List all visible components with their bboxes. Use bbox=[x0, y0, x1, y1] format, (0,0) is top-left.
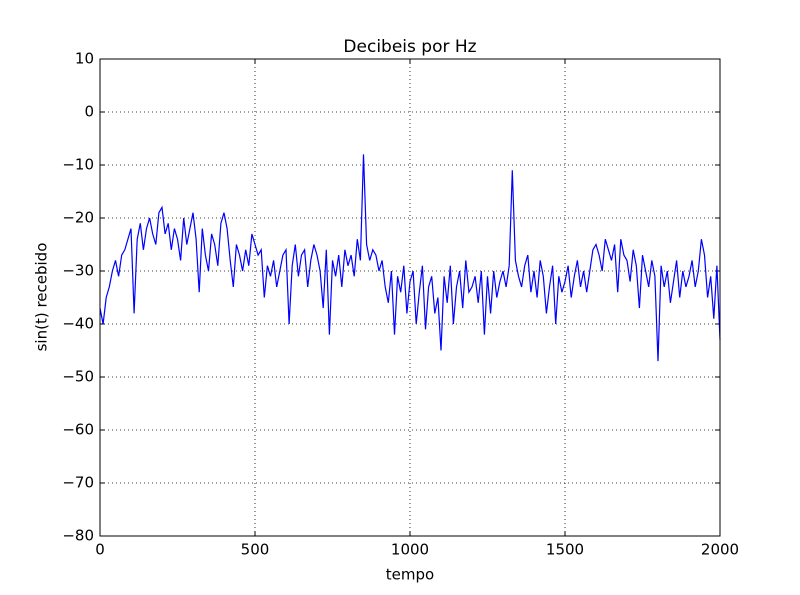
y-tick-label: −30 bbox=[62, 262, 94, 280]
x-axis-label: tempo bbox=[386, 566, 434, 584]
x-tick-label: 1500 bbox=[546, 541, 584, 559]
y-tick-label: −10 bbox=[62, 156, 94, 174]
y-axis-label: sin(t) recebido bbox=[33, 243, 51, 352]
x-tick-label: 500 bbox=[241, 541, 270, 559]
x-tick-label: 0 bbox=[95, 541, 105, 559]
y-tick-label: −20 bbox=[62, 209, 94, 227]
plot-frame bbox=[99, 58, 721, 537]
data-line bbox=[99, 154, 721, 362]
y-tick-label: 10 bbox=[75, 50, 94, 68]
y-tick-label: 0 bbox=[84, 103, 94, 121]
y-tick-label: −50 bbox=[62, 368, 94, 386]
y-tick-label: −70 bbox=[62, 474, 94, 492]
x-tick-label: 1000 bbox=[391, 541, 429, 559]
x-tick-label: 2000 bbox=[701, 541, 739, 559]
y-tick-label: −40 bbox=[62, 315, 94, 333]
chart-title: Decibeis por Hz bbox=[343, 37, 476, 57]
y-tick-label: −60 bbox=[62, 421, 94, 439]
y-tick-label: −80 bbox=[62, 527, 94, 545]
